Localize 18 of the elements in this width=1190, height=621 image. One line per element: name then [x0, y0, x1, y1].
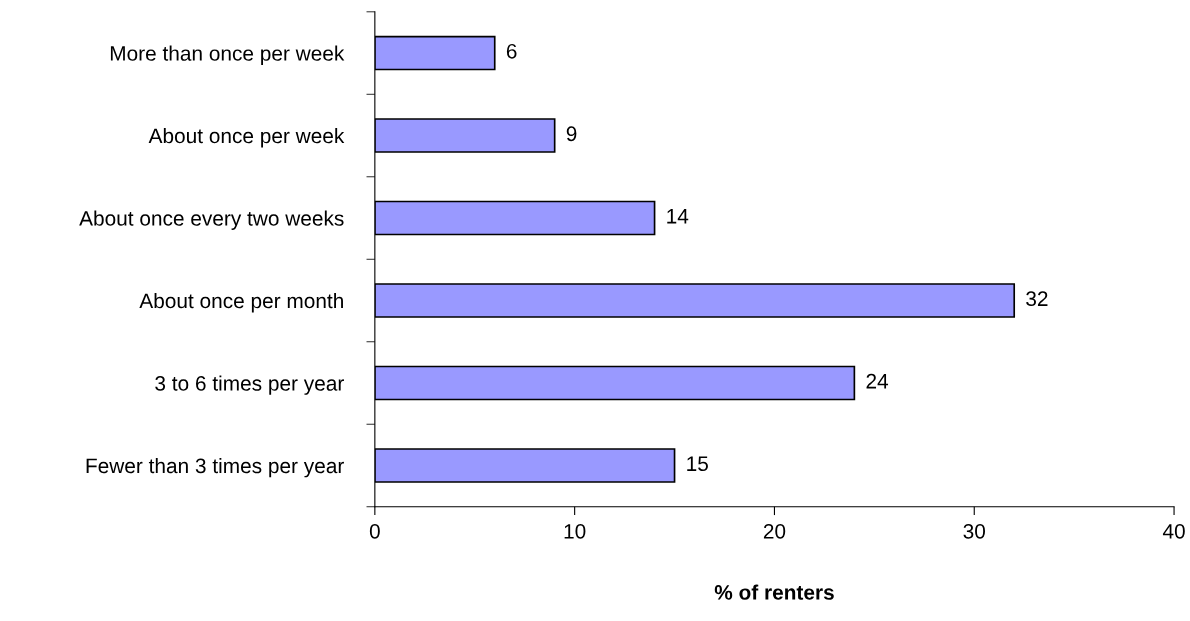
data-label: 14 [667, 209, 689, 224]
data-label: 32 [1026, 291, 1048, 307]
x-tick-label: 30 [963, 523, 986, 539]
x-tick-label: 10 [564, 523, 586, 539]
y-tick-label: More than once per week [110, 45, 345, 65]
y-tick-label: 3 to 6 times per year [155, 375, 344, 395]
y-tick-label: About once per month [139, 292, 343, 313]
y-tick-label: About once every two weeks [79, 210, 344, 230]
x-tick-label: 0 [369, 523, 380, 539]
data-label: 9 [566, 126, 577, 142]
data-label: 6 [506, 43, 517, 59]
x-tick-label: 40 [1162, 523, 1185, 539]
y-tick-label: Fewer than 3 times per year [86, 457, 344, 478]
data-label: 24 [866, 373, 889, 389]
y-tick-label: About once per week [148, 127, 345, 148]
data-label: 15 [687, 456, 708, 472]
x-tick-label: 20 [763, 523, 786, 539]
x-axis-title: % of renters [714, 584, 834, 600]
